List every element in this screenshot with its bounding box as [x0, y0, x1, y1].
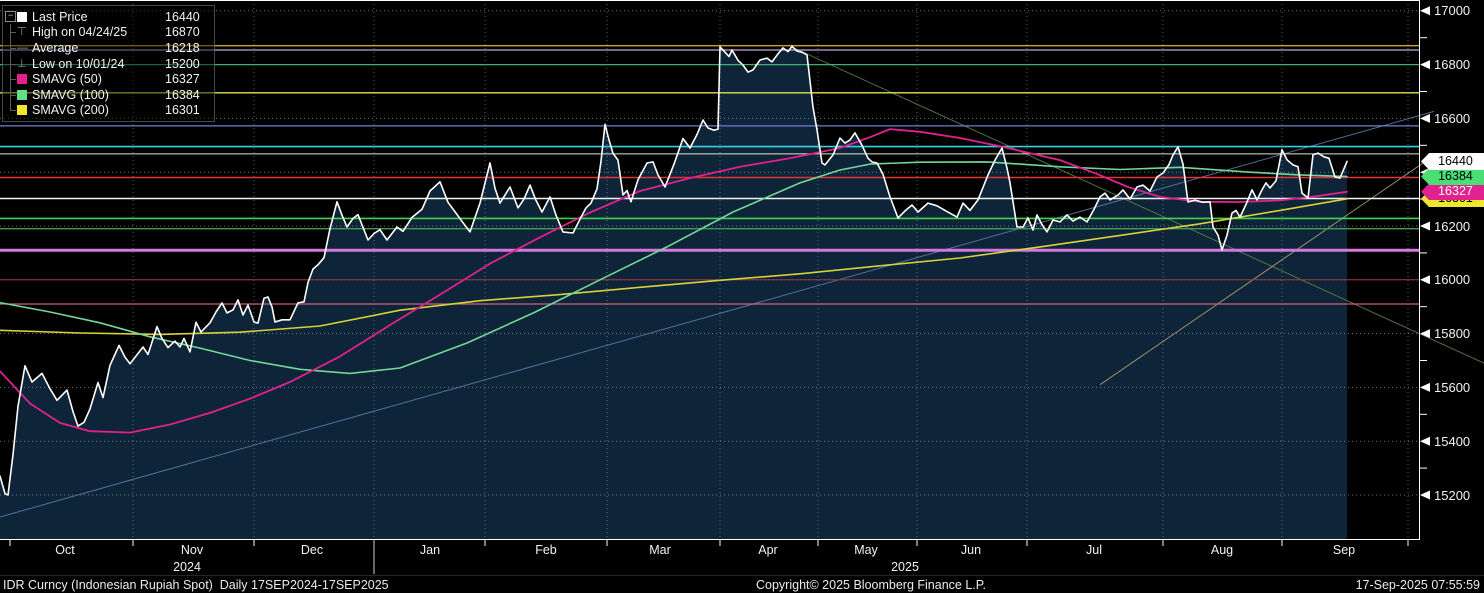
low-marker-icon: ⊥ — [10, 57, 32, 70]
price-tag-16440: 16440 — [1421, 152, 1484, 170]
month-label-May: May — [854, 543, 878, 557]
high-marker-icon: ⊤ — [10, 26, 32, 39]
y-tick-arrow-17000 — [1420, 6, 1430, 16]
trendline-short-uptrend — [1099, 155, 1435, 386]
legend-label: SMAVG (100) — [32, 87, 109, 102]
trendline-long-uptrend — [0, 110, 1435, 518]
legend-label: Last Price — [32, 9, 88, 24]
copyright-text: Copyright© 2025 Bloomberg Finance L.P. — [756, 578, 986, 592]
y-tick-arrow-16600 — [1420, 113, 1430, 123]
legend-rows: Last Price 16440 ⊤ High on 04/24/25 16870 — Av… — [10, 9, 209, 119]
legend-label: SMAVG (50) — [32, 72, 102, 87]
legend-tree-line — [10, 24, 11, 112]
legend-label: High on 04/24/25 — [32, 25, 128, 40]
average-line-glyph: — — [17, 41, 28, 54]
trendline-downtrend-from-april-high — [791, 46, 1484, 364]
sma100-swatch — [17, 89, 27, 100]
month-label-Jun: Jun — [960, 543, 982, 557]
legend-row-3: ⊥ Low on 10/01/24 15200 — [10, 56, 209, 72]
legend-row-2: — Average 16218 — [10, 40, 209, 56]
y-tick-arrow-15800 — [1420, 329, 1430, 339]
month-label-Oct: Oct — [55, 543, 75, 557]
timestamp: 17-Sep-2025 07:55:59 — [1355, 578, 1480, 592]
month-label-Nov: Nov — [180, 543, 204, 557]
series-last-price — [0, 45, 1348, 496]
y-tick-arrow-15200 — [1420, 490, 1430, 500]
price-area-fill — [0, 46, 1347, 541]
chart-legend[interactable]: − Last Price 16440 ⊤ High on 04/24/25 16870—… — [2, 5, 215, 123]
series-smavg-50- — [0, 128, 1348, 434]
legend-value: 16384 — [165, 87, 200, 102]
sma200-swatch — [10, 105, 32, 116]
month-label-Aug: Aug — [1210, 543, 1234, 557]
legend-value: 16218 — [165, 40, 200, 55]
month-label-Jan: Jan — [419, 543, 441, 557]
series-smavg-200- — [0, 198, 1348, 336]
legend-row-6: SMAVG (200) 16301 — [10, 103, 209, 119]
month-label-Sep: Sep — [1332, 543, 1356, 557]
legend-value: 15200 — [165, 56, 200, 71]
year-label-2025: 2025 — [891, 560, 919, 574]
legend-row-1: ⊤ High on 04/24/25 16870 — [10, 25, 209, 41]
month-label-Jul: Jul — [1086, 543, 1102, 557]
y-axis-label-17000: 17000 — [1434, 3, 1471, 19]
legend-row-4: SMAVG (50) 16327 — [10, 71, 209, 87]
legend-label: Low on 10/01/24 — [32, 56, 125, 71]
y-tick-arrow-16200 — [1420, 221, 1430, 231]
status-bar: IDR Curncy (Indonesian Rupiah Spot) Dail… — [0, 575, 1484, 593]
sma50-swatch — [17, 74, 27, 85]
series-smavg-100- — [0, 161, 1348, 375]
sma50-swatch — [10, 74, 32, 85]
legend-value: 16327 — [165, 72, 200, 87]
legend-label: SMAVG (200) — [32, 103, 109, 118]
y-axis-label-15600: 15600 — [1434, 379, 1471, 395]
price-tag-16327: 16327 — [1421, 183, 1484, 201]
legend-row-0: Last Price 16440 — [17, 9, 209, 25]
sma200-swatch — [17, 105, 27, 116]
month-label-Dec: Dec — [300, 543, 324, 557]
y-axis-label-16000: 16000 — [1434, 272, 1471, 288]
legend-label: Average — [32, 40, 79, 55]
legend-value: 16440 — [165, 9, 200, 24]
y-axis-label-15400: 15400 — [1434, 433, 1471, 449]
high-marker-glyph: ⊤ — [17, 26, 27, 39]
sma100-swatch — [10, 89, 32, 100]
y-axis-label-16800: 16800 — [1434, 57, 1471, 73]
y-axis-label-15800: 15800 — [1434, 326, 1471, 342]
month-label-Feb: Feb — [535, 543, 557, 557]
y-axis-label-16200: 16200 — [1434, 218, 1471, 234]
y-axis-label-16600: 16600 — [1434, 110, 1471, 126]
legend-value: 16301 — [165, 103, 200, 118]
last-price-swatch — [17, 11, 27, 22]
y-tick-arrow-16000 — [1420, 275, 1430, 285]
legend-value: 16870 — [165, 25, 200, 40]
month-label-Apr: Apr — [758, 543, 778, 557]
last-price-swatch — [17, 11, 32, 22]
y-axis-label-15200: 15200 — [1434, 487, 1471, 503]
security-title: IDR Curncy (Indonesian Rupiah Spot) Dail… — [3, 578, 389, 592]
legend-row-5: SMAVG (100) 16384 — [10, 87, 209, 103]
y-tick-arrow-16800 — [1420, 60, 1430, 70]
low-marker-glyph: ⊥ — [17, 57, 27, 70]
price-tag-16384: 16384 — [1421, 168, 1484, 185]
average-line-icon: — — [10, 41, 32, 54]
year-label-2024: 2024 — [173, 560, 201, 574]
month-label-Mar: Mar — [649, 543, 671, 557]
y-tick-arrow-15400 — [1420, 436, 1430, 446]
legend-collapse-icon[interactable]: − — [5, 11, 16, 22]
y-tick-arrow-15600 — [1420, 382, 1430, 392]
